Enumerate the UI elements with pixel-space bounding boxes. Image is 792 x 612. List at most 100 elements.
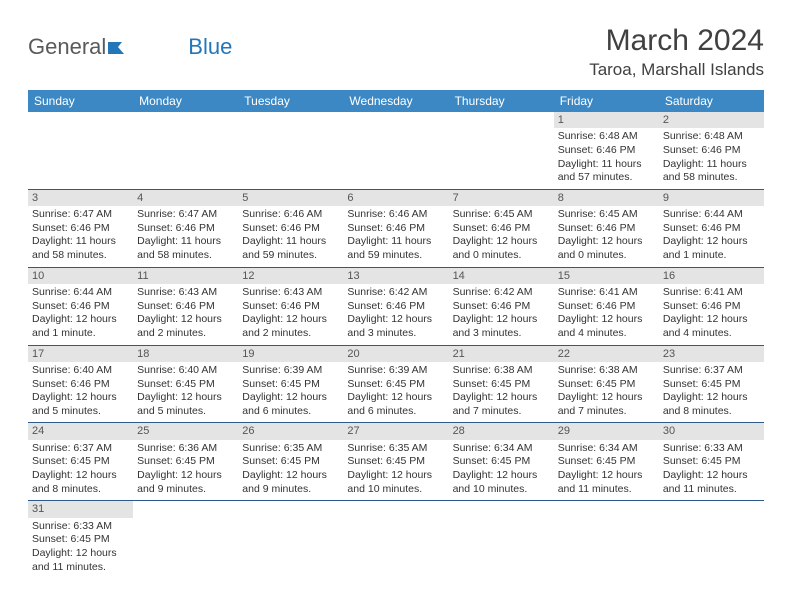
day-content: Sunrise: 6:37 AMSunset: 6:45 PMDaylight:… [28,440,133,501]
day-number [449,112,554,128]
day-number [238,501,343,517]
daylight-text: Daylight: 12 hours and 2 minutes. [242,313,339,340]
day-number: 26 [238,423,343,439]
day-cell: 17Sunrise: 6:40 AMSunset: 6:46 PMDayligh… [28,346,133,423]
daylight-text: Daylight: 12 hours and 6 minutes. [347,391,444,418]
day-cell: 3Sunrise: 6:47 AMSunset: 6:46 PMDaylight… [28,190,133,267]
sunset-text: Sunset: 6:46 PM [663,222,760,236]
day-content: Sunrise: 6:48 AMSunset: 6:46 PMDaylight:… [554,128,659,189]
day-content: Sunrise: 6:41 AMSunset: 6:46 PMDaylight:… [554,284,659,345]
sunrise-text: Sunrise: 6:39 AM [242,364,339,378]
week-row: 24Sunrise: 6:37 AMSunset: 6:45 PMDayligh… [28,423,764,501]
day-cell: 23Sunrise: 6:37 AMSunset: 6:45 PMDayligh… [659,346,764,423]
day-number: 29 [554,423,659,439]
day-number: 16 [659,268,764,284]
day-content: Sunrise: 6:44 AMSunset: 6:46 PMDaylight:… [28,284,133,345]
day-cell: 19Sunrise: 6:39 AMSunset: 6:45 PMDayligh… [238,346,343,423]
day-content: Sunrise: 6:43 AMSunset: 6:46 PMDaylight:… [238,284,343,345]
sunset-text: Sunset: 6:46 PM [242,300,339,314]
sunrise-text: Sunrise: 6:41 AM [558,286,655,300]
sunset-text: Sunset: 6:45 PM [558,378,655,392]
day-cell [133,501,238,578]
daylight-text: Daylight: 12 hours and 8 minutes. [663,391,760,418]
day-cell: 29Sunrise: 6:34 AMSunset: 6:45 PMDayligh… [554,423,659,500]
day-number [238,112,343,128]
sunrise-text: Sunrise: 6:37 AM [32,442,129,456]
day-cell [343,112,448,189]
sunrise-text: Sunrise: 6:34 AM [558,442,655,456]
sunrise-text: Sunrise: 6:42 AM [453,286,550,300]
sunrise-text: Sunrise: 6:41 AM [663,286,760,300]
sunrise-text: Sunrise: 6:44 AM [32,286,129,300]
sunset-text: Sunset: 6:45 PM [242,455,339,469]
sunrise-text: Sunrise: 6:38 AM [558,364,655,378]
sunrise-text: Sunrise: 6:43 AM [137,286,234,300]
day-content: Sunrise: 6:44 AMSunset: 6:46 PMDaylight:… [659,206,764,267]
day-content [28,128,133,134]
day-cell [238,501,343,578]
day-cell [554,501,659,578]
daylight-text: Daylight: 11 hours and 59 minutes. [242,235,339,262]
daylight-text: Daylight: 12 hours and 6 minutes. [242,391,339,418]
sunrise-text: Sunrise: 6:33 AM [32,520,129,534]
day-number: 13 [343,268,448,284]
daylight-text: Daylight: 12 hours and 0 minutes. [453,235,550,262]
day-number: 14 [449,268,554,284]
day-cell: 21Sunrise: 6:38 AMSunset: 6:45 PMDayligh… [449,346,554,423]
day-number: 18 [133,346,238,362]
day-header: Friday [554,90,659,112]
day-content [659,518,764,524]
day-cell: 20Sunrise: 6:39 AMSunset: 6:45 PMDayligh… [343,346,448,423]
day-cell: 30Sunrise: 6:33 AMSunset: 6:45 PMDayligh… [659,423,764,500]
day-number: 17 [28,346,133,362]
daylight-text: Daylight: 12 hours and 11 minutes. [558,469,655,496]
day-cell: 16Sunrise: 6:41 AMSunset: 6:46 PMDayligh… [659,268,764,345]
day-content: Sunrise: 6:39 AMSunset: 6:45 PMDaylight:… [343,362,448,423]
day-number: 23 [659,346,764,362]
day-number: 22 [554,346,659,362]
day-content: Sunrise: 6:36 AMSunset: 6:45 PMDaylight:… [133,440,238,501]
day-header: Thursday [449,90,554,112]
month-title: March 2024 [589,24,764,58]
day-cell [133,112,238,189]
day-cell: 18Sunrise: 6:40 AMSunset: 6:45 PMDayligh… [133,346,238,423]
day-cell: 22 Sunrise: 6:38 AMSunset: 6:45 PMDayligh… [554,346,659,423]
day-cell: 1Sunrise: 6:48 AMSunset: 6:46 PMDaylight… [554,112,659,189]
day-content [133,518,238,524]
sunset-text: Sunset: 6:46 PM [453,300,550,314]
day-cell: 13Sunrise: 6:42 AMSunset: 6:46 PMDayligh… [343,268,448,345]
day-content: Sunrise: 6:46 AMSunset: 6:46 PMDaylight:… [238,206,343,267]
daylight-text: Daylight: 12 hours and 10 minutes. [347,469,444,496]
day-number: 27 [343,423,448,439]
week-row: 10Sunrise: 6:44 AMSunset: 6:46 PMDayligh… [28,268,764,346]
day-number: 10 [28,268,133,284]
sunset-text: Sunset: 6:46 PM [347,300,444,314]
day-number [343,501,448,517]
sunset-text: Sunset: 6:45 PM [137,455,234,469]
logo-text-2: Blue [188,34,232,60]
day-cell: 4Sunrise: 6:47 AMSunset: 6:46 PMDaylight… [133,190,238,267]
daylight-text: Daylight: 12 hours and 7 minutes. [558,391,655,418]
day-number: 19 [238,346,343,362]
sunset-text: Sunset: 6:45 PM [32,533,129,547]
day-number: 20 [343,346,448,362]
sunset-text: Sunset: 6:46 PM [347,222,444,236]
sunset-text: Sunset: 6:46 PM [242,222,339,236]
day-content [343,518,448,524]
sunrise-text: Sunrise: 6:47 AM [137,208,234,222]
day-number: 21 [449,346,554,362]
daylight-text: Daylight: 12 hours and 7 minutes. [453,391,550,418]
sunset-text: Sunset: 6:45 PM [242,378,339,392]
daylight-text: Daylight: 12 hours and 11 minutes. [663,469,760,496]
sunrise-text: Sunrise: 6:33 AM [663,442,760,456]
sunset-text: Sunset: 6:45 PM [137,378,234,392]
day-cell: 14Sunrise: 6:42 AMSunset: 6:46 PMDayligh… [449,268,554,345]
day-content: Sunrise: 6:39 AMSunset: 6:45 PMDaylight:… [238,362,343,423]
day-header: Wednesday [343,90,448,112]
day-content: Sunrise: 6:41 AMSunset: 6:46 PMDaylight:… [659,284,764,345]
day-cell [28,112,133,189]
day-content: Sunrise: 6:34 AMSunset: 6:45 PMDaylight:… [554,440,659,501]
day-content [343,128,448,134]
weeks-container: 1Sunrise: 6:48 AMSunset: 6:46 PMDaylight… [28,112,764,578]
logo-flag-icon [108,40,124,54]
